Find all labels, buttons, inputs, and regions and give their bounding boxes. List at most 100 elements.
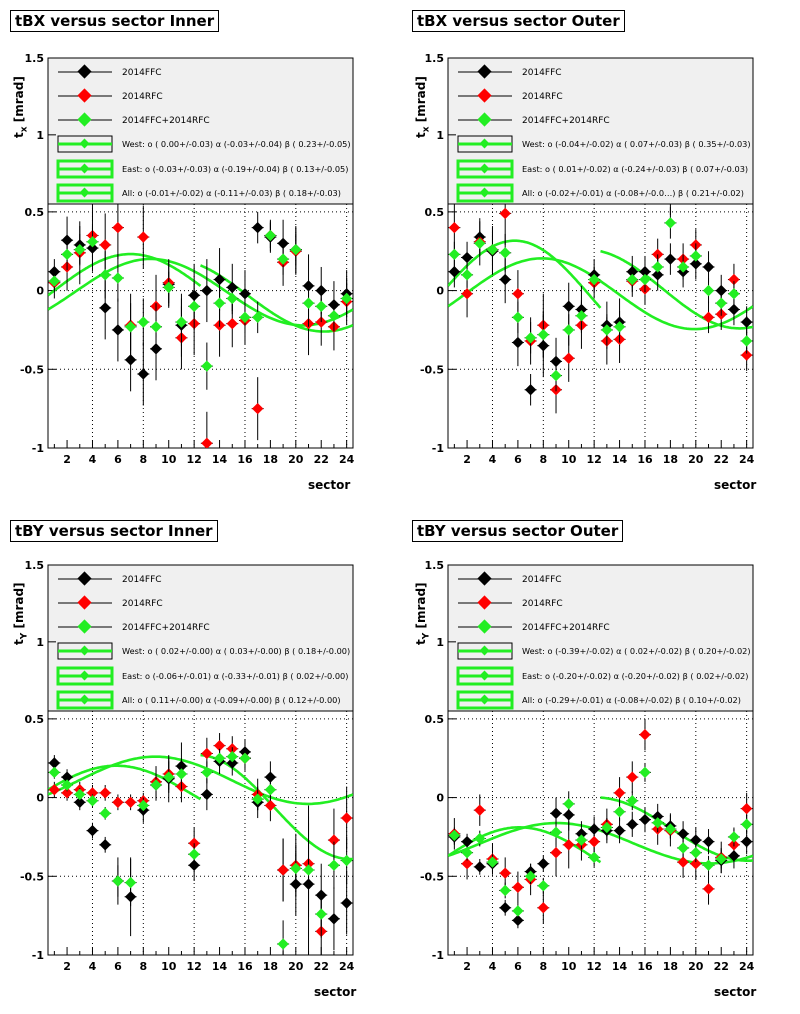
x-tick-label: 6 — [514, 453, 522, 466]
data-point — [728, 303, 740, 316]
x-tick-label: 8 — [139, 453, 147, 466]
x-tick-label: 20 — [688, 453, 704, 466]
data-point — [226, 750, 238, 763]
data-point — [702, 284, 715, 297]
legend-fit-marker — [479, 694, 490, 705]
x-tick-label: 16 — [637, 453, 653, 466]
y-tick-label: 0 — [36, 792, 44, 805]
data-point — [239, 311, 251, 323]
legend-fit-label: East: o (-0.20+/-0.02) α (-0.20+/-0.02) … — [522, 671, 748, 681]
panel-title: tBX versus sector Outer — [412, 10, 625, 32]
legend-fit-marker — [479, 163, 490, 174]
legend-marker — [77, 64, 92, 79]
data-point — [48, 275, 61, 287]
data-point — [137, 368, 149, 380]
data-point — [537, 329, 549, 341]
x-tick-label: 4 — [489, 960, 497, 973]
data-point — [575, 834, 588, 846]
data-point — [264, 799, 277, 812]
data-point — [86, 787, 99, 799]
data-point — [690, 847, 702, 859]
data-point — [163, 771, 175, 783]
data-point — [639, 813, 651, 826]
y-axis-symbol: t — [12, 639, 26, 645]
data-point — [277, 253, 289, 265]
x-tick-label: 18 — [263, 960, 278, 973]
legend-frame — [447, 564, 754, 712]
y-axis-symbol: t — [414, 132, 428, 138]
data-point — [252, 402, 264, 415]
y-tick-label: 1 — [36, 129, 44, 142]
data-point — [239, 752, 251, 764]
data-point — [740, 836, 753, 848]
legend-fit-marker — [479, 645, 490, 656]
legend-label: 2014FFC — [522, 68, 562, 78]
x-tick-label: 24 — [339, 453, 355, 466]
y-tick-label: -0.5 — [420, 363, 444, 376]
data-point — [499, 867, 511, 879]
x-axis-label: sector — [308, 478, 351, 492]
data-point — [61, 771, 73, 783]
x-tick-label: 2 — [463, 960, 471, 973]
x-tick-label: 12 — [586, 453, 601, 466]
data-point — [702, 261, 715, 273]
data-point — [702, 311, 715, 323]
data-point — [315, 300, 327, 312]
data-point — [728, 288, 740, 300]
data-point — [175, 768, 188, 780]
y-axis-subscript: x — [19, 126, 30, 133]
data-point — [537, 880, 549, 892]
data-point — [239, 288, 251, 300]
chart-svg: 1.510.50-0.5-12 4 6 8 10 12 14 16 18 20 22 242014FF… — [20, 52, 355, 466]
data-point — [201, 284, 213, 297]
legend-marker — [477, 88, 492, 103]
legend-label: 2014FFC+2014RFC — [522, 116, 610, 126]
data-point — [137, 316, 149, 328]
y-tick-label: 1.5 — [25, 52, 45, 65]
data-point — [613, 824, 626, 837]
y-tick-label: -0.5 — [420, 870, 444, 883]
y-axis-subscript: x — [421, 126, 432, 133]
data-point — [264, 784, 277, 796]
data-point — [61, 787, 73, 799]
legend-label: 2014FFC — [122, 68, 162, 78]
data-point — [124, 321, 137, 333]
x-tick-label: 22 — [314, 453, 329, 466]
data-point — [613, 787, 626, 799]
data-point — [690, 834, 702, 846]
x-tick-label: 4 — [489, 453, 497, 466]
data-point — [264, 771, 277, 783]
data-point — [201, 766, 213, 779]
legend-label: 2014RFC — [522, 92, 563, 102]
legend-fit-marker — [79, 187, 90, 198]
legend-marker — [477, 595, 492, 610]
plot-area — [448, 718, 753, 929]
legend-label: 2014RFC — [122, 92, 163, 102]
legend-marker — [477, 571, 492, 586]
data-point — [728, 273, 740, 286]
legend-frame — [47, 564, 354, 712]
data-point — [201, 360, 213, 372]
x-tick-label: 12 — [186, 453, 201, 466]
legend-marker — [77, 619, 92, 634]
x-tick-label: 18 — [663, 453, 678, 466]
data-point — [48, 766, 61, 779]
data-point — [252, 221, 264, 234]
x-tick-label: 6 — [114, 453, 122, 466]
legend-marker — [77, 595, 92, 610]
panel-title: tBX versus sector Inner — [10, 10, 220, 32]
y-tick-label: 1.5 — [25, 559, 45, 572]
x-tick-label: 24 — [739, 453, 755, 466]
data-point — [124, 796, 137, 808]
y-axis-label: tx [mrad] — [12, 76, 29, 138]
data-point — [328, 913, 340, 925]
legend-label: 2014FFC+2014RFC — [522, 623, 610, 633]
x-tick-label: 20 — [288, 960, 304, 973]
data-point — [328, 834, 340, 846]
data-point — [613, 806, 626, 818]
x-tick-label: 10 — [561, 960, 577, 973]
y-axis-label: tY [mrad] — [12, 582, 29, 645]
panel-tbx-outer: 1.5 1 0.5 0 -0.5 -1 2 4 6 8 10 12 14 16 18 20 22 24 2014FF… — [400, 0, 800, 507]
data-point — [175, 316, 188, 328]
y-tick-label: 1.5 — [425, 559, 445, 572]
